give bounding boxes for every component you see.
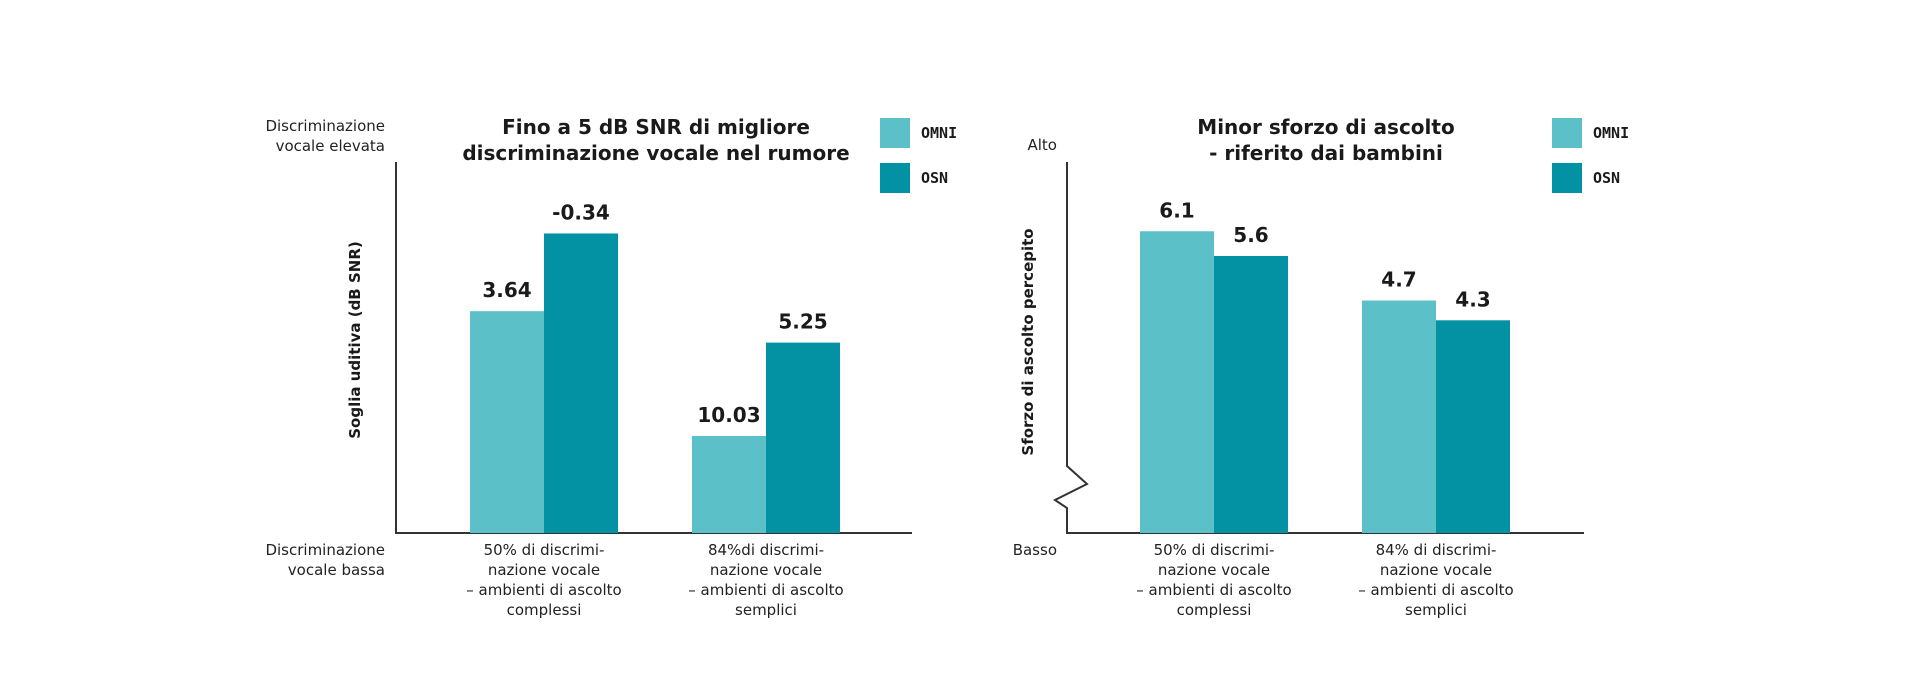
chart-title: - riferito dai bambini <box>1209 141 1443 165</box>
chart-title: Fino a 5 dB SNR di migliore <box>502 115 810 139</box>
category-label: complessi <box>1177 601 1252 619</box>
legend-label-osn: OSN <box>921 169 948 187</box>
category-label: nazione vocale <box>1158 561 1270 579</box>
category-label: 50% di discrimi- <box>484 541 605 559</box>
category-label: semplici <box>1405 601 1467 619</box>
legend-swatch-osn <box>1552 163 1582 193</box>
legend-label-omni: OMNI <box>921 124 957 142</box>
bar-osn-2 <box>1436 320 1510 533</box>
axis-bottom-label: Basso <box>1013 541 1057 559</box>
axis-top-label: Discriminazione <box>265 117 385 135</box>
axis-top-label: Alto <box>1028 136 1058 154</box>
category-label: nazione vocale <box>710 561 822 579</box>
y-axis-title: Sforzo di ascolto percepito <box>1019 228 1037 455</box>
axis-bottom-label: Discriminazione <box>265 541 385 559</box>
category-label: complessi <box>507 601 582 619</box>
legend-swatch-osn <box>880 163 910 193</box>
legend-swatch-omni <box>1552 118 1582 148</box>
chart-panel-speech-discrimination: Fino a 5 dB SNR di migliorediscriminazio… <box>265 115 957 619</box>
category-label: semplici <box>735 601 797 619</box>
data-label-omni-2: 10.03 <box>697 403 760 427</box>
data-label-omni-1: 6.1 <box>1159 198 1194 222</box>
bar-osn-2 <box>766 342 840 533</box>
legend-label-omni: OMNI <box>1593 124 1629 142</box>
bar-osn-1 <box>544 233 618 533</box>
axis-bottom-label: vocale bassa <box>288 561 385 579</box>
chart-panel-listening-effort: Minor sforzo di ascolto- riferito dai ba… <box>1013 115 1629 619</box>
legend-swatch-omni <box>880 118 910 148</box>
bar-omni-2 <box>692 435 766 533</box>
data-label-osn-1: 5.6 <box>1233 223 1268 247</box>
category-label: nazione vocale <box>1380 561 1492 579</box>
category-label: – ambienti di ascolto <box>1358 581 1513 599</box>
legend-label-osn: OSN <box>1593 169 1620 187</box>
data-label-osn-2: 4.3 <box>1455 287 1490 311</box>
bar-osn-1 <box>1214 255 1288 533</box>
bar-omni-1 <box>1140 231 1214 533</box>
data-label-omni-1: 3.64 <box>482 278 531 302</box>
category-label: – ambienti di ascolto <box>466 581 621 599</box>
axis-top-label: vocale elevata <box>276 137 385 155</box>
category-label: – ambienti di ascolto <box>1136 581 1291 599</box>
category-label: 50% di discrimi- <box>1154 541 1275 559</box>
bar-omni-2 <box>1362 300 1436 533</box>
bar-omni-1 <box>470 311 544 533</box>
y-axis-line-with-break <box>1053 162 1089 533</box>
data-label-osn-1: -0.34 <box>552 200 610 224</box>
data-label-omni-2: 4.7 <box>1381 268 1416 292</box>
category-label: – ambienti di ascolto <box>688 581 843 599</box>
category-label: 84%di discrimi- <box>708 541 824 559</box>
y-axis-title: Soglia uditiva (dB SNR) <box>346 241 364 438</box>
category-label: 84% di discrimi- <box>1376 541 1497 559</box>
chart-title: Minor sforzo di ascolto <box>1197 115 1454 139</box>
category-label: nazione vocale <box>488 561 600 579</box>
chart-title: discriminazione vocale nel rumore <box>462 141 849 165</box>
data-label-osn-2: 5.25 <box>778 310 827 334</box>
